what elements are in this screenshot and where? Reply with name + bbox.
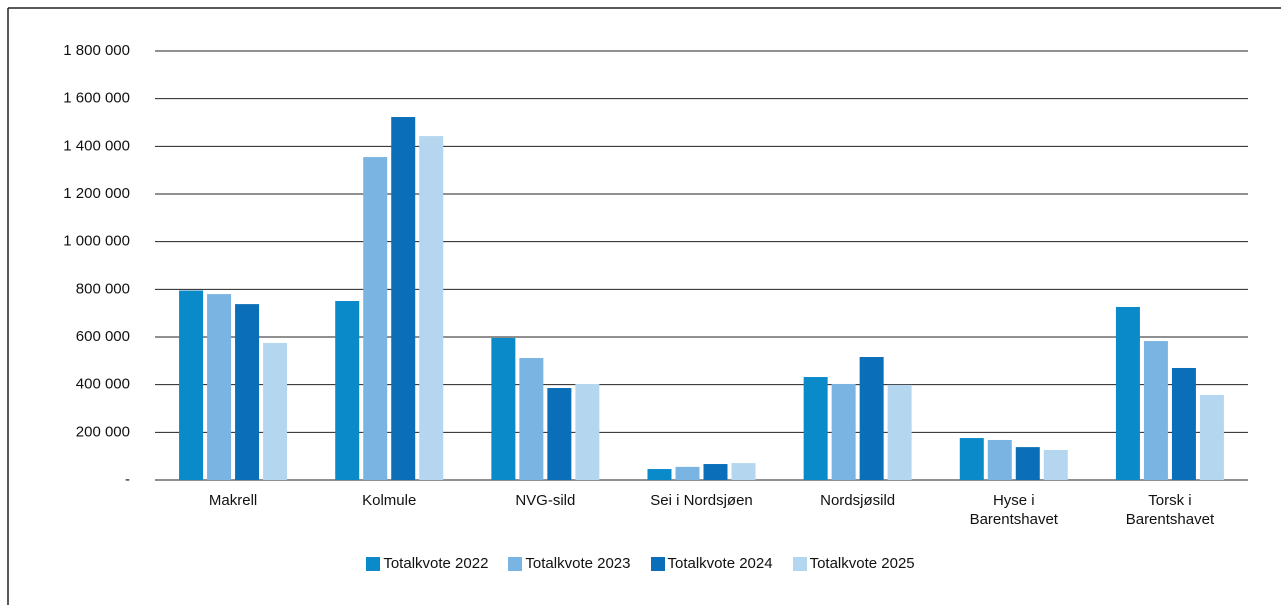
legend-swatch — [508, 556, 523, 571]
bar — [1143, 341, 1168, 480]
legend-item: Totalkvote 2025 — [792, 555, 915, 572]
x-tick-label: Sei i Nordsjøen — [650, 492, 753, 509]
legend-item: Totalkvote 2023 — [508, 555, 631, 572]
legend-item: Totalkvote 2022 — [366, 555, 488, 572]
bar — [1199, 394, 1224, 480]
y-tick-label: 1 200 000 — [63, 185, 130, 202]
x-tick-label: Torsk i Barentshavet — [1125, 492, 1215, 528]
x-tick-label: Hyse i Barentshavet — [969, 492, 1058, 528]
y-tick-label: 1 800 000 — [63, 42, 130, 59]
legend-label: Totalkvote 2025 — [809, 555, 915, 572]
legend: Totalkvote 2022 Totalkvote 2023 Totalkvote… — [0, 555, 1281, 572]
bar — [959, 438, 984, 480]
bar — [803, 377, 828, 480]
bar — [1015, 447, 1040, 480]
legend-label: Totalkvote 2024 — [667, 555, 773, 572]
legend-swatch — [792, 556, 807, 571]
y-tick-label: 600 000 — [76, 328, 130, 345]
y-tick-label: 400 000 — [76, 376, 130, 393]
bar — [235, 304, 260, 480]
bar — [675, 466, 700, 480]
bar — [419, 136, 444, 480]
y-tick-label: - — [125, 471, 130, 488]
bar — [207, 294, 232, 480]
bar — [1043, 449, 1068, 480]
bar — [831, 383, 856, 480]
bar — [987, 439, 1012, 480]
bar — [859, 357, 884, 480]
x-tick-label: Nordsjøsild — [820, 492, 896, 509]
bar — [179, 290, 204, 480]
bar — [363, 157, 388, 480]
bar — [547, 388, 572, 480]
bar — [335, 301, 360, 480]
bar — [703, 464, 728, 480]
legend-label: Totalkvote 2023 — [525, 555, 631, 572]
y-tick-label: 1 600 000 — [63, 90, 130, 107]
y-tick-label: 200 000 — [76, 423, 130, 440]
legend-label: Totalkvote 2022 — [383, 555, 489, 572]
y-tick-label: 800 000 — [76, 280, 130, 297]
bar — [887, 384, 912, 480]
bar — [491, 337, 516, 480]
bar — [391, 117, 416, 480]
bar — [1171, 367, 1196, 480]
bar — [575, 383, 600, 480]
bar — [519, 357, 544, 480]
legend-swatch — [650, 556, 665, 571]
y-tick-label: 1 000 000 — [63, 233, 130, 250]
y-tick-label: 1 400 000 — [63, 137, 130, 154]
legend-item: Totalkvote 2024 — [650, 555, 773, 572]
bar — [731, 463, 756, 480]
x-tick-label: Makrell — [208, 492, 258, 509]
bar — [1115, 306, 1140, 480]
x-tick-label: Kolmule — [362, 492, 417, 509]
legend-swatch — [366, 556, 381, 571]
x-tick-label: NVG-sild — [515, 492, 576, 509]
bar — [263, 342, 288, 480]
bar — [647, 469, 672, 480]
